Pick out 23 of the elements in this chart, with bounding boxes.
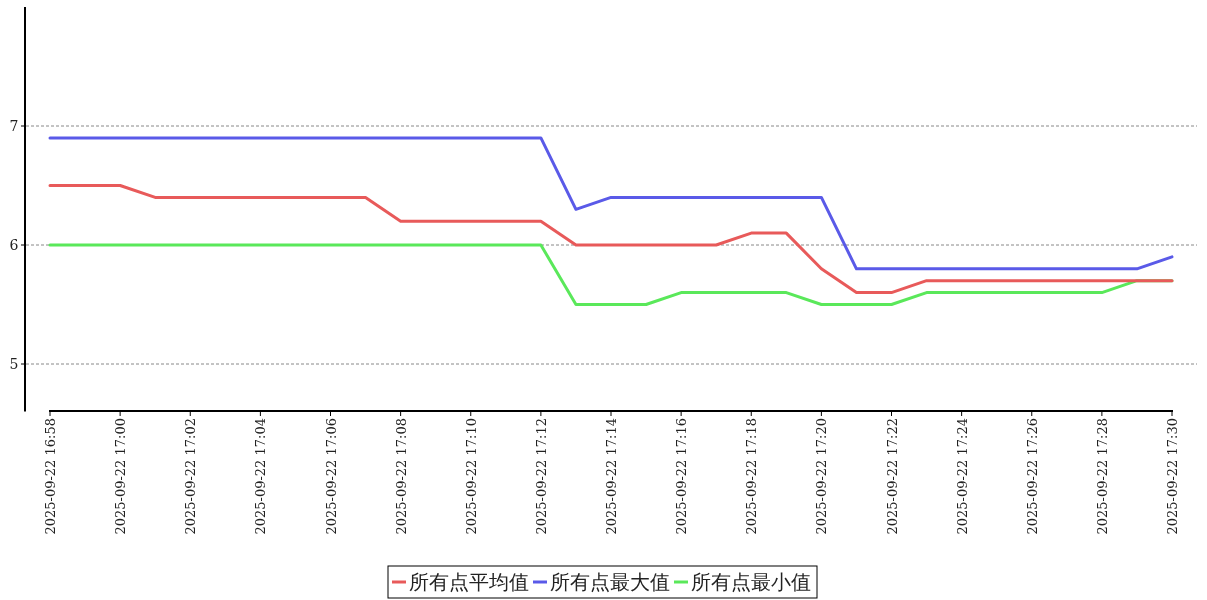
x-tick-label: 2025-09-22 17:24 — [954, 418, 970, 535]
x-tick-label: 2025-09-22 17:14 — [604, 418, 619, 535]
y-tick-label: 7 — [9, 118, 19, 134]
x-tick-label: 2025-09-22 16:58 — [43, 418, 58, 535]
x-tick-label: 2025-09-22 17:00 — [113, 418, 129, 535]
x-tick-label: 2025-09-22 17:08 — [393, 418, 409, 535]
y-tick-label: 6 — [9, 237, 19, 253]
x-tick-label: 2025-09-22 17:04 — [253, 418, 269, 535]
x-tick-label: 2025-09-22 17:28 — [1094, 418, 1110, 535]
x-tick-label: 2025-09-22 17:06 — [323, 418, 339, 535]
x-tick-label: 2025-09-22 17:18 — [744, 418, 760, 535]
y-tick-label: 5 — [9, 356, 19, 372]
legend-label: 所有点最大值 — [550, 570, 670, 594]
x-tick-label: 2025-09-22 17:16 — [674, 418, 690, 535]
x-tick-label: 2025-09-22 17:10 — [463, 418, 479, 535]
x-tick-label: 2025-09-22 17:22 — [884, 418, 900, 535]
x-tick-label: 2025-09-22 17:12 — [533, 418, 549, 535]
x-tick-label: 2025-09-22 17:20 — [814, 418, 830, 535]
legend-label: 所有点最小值 — [691, 570, 811, 594]
x-tick-label: 2025-09-22 17:30 — [1165, 418, 1180, 535]
x-tick-label: 2025-09-22 17:26 — [1024, 418, 1040, 535]
x-tick-label: 2025-09-22 17:02 — [183, 418, 199, 535]
legend-label: 所有点平均值 — [409, 570, 529, 594]
